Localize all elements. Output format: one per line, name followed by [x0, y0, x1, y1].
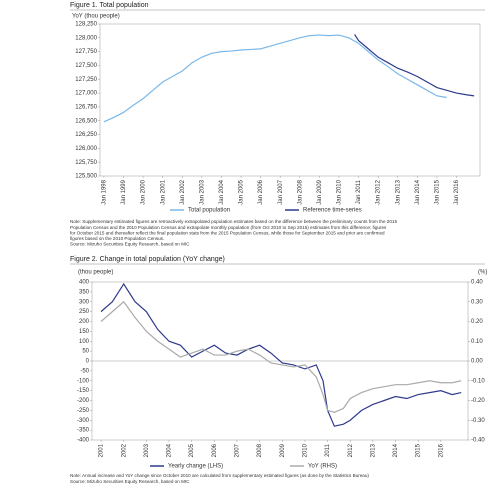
y-tick-label: -350 [77, 428, 90, 434]
y-tick-label: 128,000 [75, 35, 97, 41]
x-tick-label: 2009 [280, 443, 286, 457]
y-axis-label: (thou people) [78, 270, 113, 276]
series-line [354, 34, 475, 97]
x-tick-label: Jan 2012 [376, 179, 382, 204]
y-tick-label: -200 [77, 398, 90, 404]
y2-tick-label: -0.40 [471, 438, 485, 444]
x-tick-label: Jan 2011 [356, 179, 362, 204]
y-tick-label: 127,500 [75, 63, 97, 69]
x-tick-label: 2002 [121, 443, 127, 457]
y-tick-label: 250 [79, 309, 90, 315]
legend-label: Total population [188, 208, 230, 214]
series-line [103, 34, 447, 123]
y-tick-label: 126,250 [75, 132, 97, 138]
y-tick-label: 126,000 [75, 146, 97, 152]
legend-label: Reference time-series [303, 208, 362, 214]
note: Note: Supplementary estimated figures ar… [70, 219, 397, 224]
x-tick-label: 2010 [302, 443, 308, 457]
x-tick-label: 2016 [438, 443, 444, 457]
y-tick-label: -300 [77, 418, 90, 424]
y2-tick-label: 0.00 [471, 359, 483, 365]
chart-title: Figure 1. Total population [70, 2, 149, 9]
x-tick-label: Jan 2009 [317, 179, 323, 204]
y-tick-label: -150 [77, 388, 90, 394]
x-tick-label: 2001 [99, 443, 105, 457]
x-tick-label: Jan 2001 [160, 179, 166, 204]
x-tick-label: 2013 [370, 443, 376, 457]
y2-tick-label: 0.40 [471, 280, 483, 286]
y-tick-label: 0 [86, 359, 90, 365]
note: figures based on the 2010 Population Cen… [70, 236, 164, 241]
legend-label: Yearly change (LHS) [168, 464, 223, 470]
y-tick-label: 127,000 [75, 91, 97, 97]
chart-title: Figure 2. Change in total population (Yo… [70, 256, 225, 263]
y-tick-label: 127,750 [75, 49, 97, 55]
x-tick-label: 2015 [416, 443, 422, 457]
x-tick-label: 2011 [325, 443, 331, 457]
y-tick-label: -50 [80, 368, 89, 374]
x-tick-label: Jan 1999 [121, 179, 127, 204]
y2-tick-label: 0.30 [471, 299, 483, 305]
x-tick-label: Jan 2003 [199, 179, 205, 204]
x-tick-label: Jan 2008 [297, 179, 303, 204]
y-tick-label: 127,250 [75, 77, 97, 83]
plot-frame [99, 23, 481, 177]
series-line [100, 282, 462, 427]
y-tick-label: 125,750 [75, 160, 97, 166]
x-tick-label: Jan 2007 [278, 179, 284, 204]
x-tick-label: Jan 2013 [395, 179, 401, 204]
x-tick-label: 2007 [235, 443, 241, 457]
y-tick-label: -250 [77, 408, 90, 414]
y-axis-label: YoY (thou people) [72, 14, 120, 20]
x-tick-label: 2004 [167, 443, 173, 457]
x-tick-label: Jan 2016 [454, 179, 460, 204]
x-tick-label: Jan 2014 [415, 179, 421, 204]
x-tick-label: Jan 2005 [239, 179, 245, 204]
y2-axis-label: (%) [478, 270, 487, 276]
y-tick-label: 350 [79, 289, 90, 295]
y-tick-label: 128,250 [75, 22, 97, 28]
note: Source: Mizuho Securities Equity Researc… [70, 479, 190, 484]
y2-tick-label: 0.10 [471, 339, 483, 345]
note: Note: Annual increase and YoY change sin… [70, 473, 369, 478]
note: for October 2015 and thereafter reflect … [70, 230, 385, 235]
x-tick-label: Jan 2006 [258, 179, 264, 204]
x-tick-label: Jan 1998 [101, 179, 107, 204]
y-tick-label: 50 [82, 349, 89, 355]
x-tick-label: Jan 2010 [337, 179, 343, 204]
y-tick-label: 100 [79, 339, 90, 345]
note: Population Census and the 2010 Populatio… [70, 225, 387, 230]
x-tick-label: Jan 2000 [141, 179, 147, 204]
x-tick-label: 2014 [393, 443, 399, 457]
y-tick-label: 300 [79, 299, 90, 305]
legend-label: YoY (RHS) [308, 464, 337, 470]
y-tick-label: -100 [77, 378, 90, 384]
x-tick-label: 2012 [348, 443, 354, 457]
series-line [100, 300, 462, 413]
y-tick-label: 400 [79, 280, 90, 286]
y-tick-label: 125,500 [75, 174, 97, 180]
y2-tick-label: -0.10 [471, 378, 485, 384]
y2-tick-label: -0.20 [471, 398, 485, 404]
x-tick-label: Jan 2004 [219, 179, 225, 204]
x-tick-label: Jan 2002 [180, 179, 186, 204]
note: Source: Mizuho Securities Equity Researc… [70, 242, 190, 247]
y2-tick-label: 0.20 [471, 319, 483, 325]
x-tick-label: 2003 [144, 443, 150, 457]
x-tick-label: Jan 2015 [434, 179, 440, 204]
x-tick-label: 2005 [189, 443, 195, 457]
y-tick-label: -400 [77, 438, 90, 444]
y-tick-label: 200 [79, 319, 90, 325]
y-tick-label: 126,750 [75, 104, 97, 110]
x-tick-label: 2006 [212, 443, 218, 457]
y-tick-label: 150 [79, 329, 90, 335]
y-tick-label: 126,500 [75, 118, 97, 124]
x-tick-label: 2008 [257, 443, 263, 457]
y2-tick-label: -0.30 [471, 418, 485, 424]
